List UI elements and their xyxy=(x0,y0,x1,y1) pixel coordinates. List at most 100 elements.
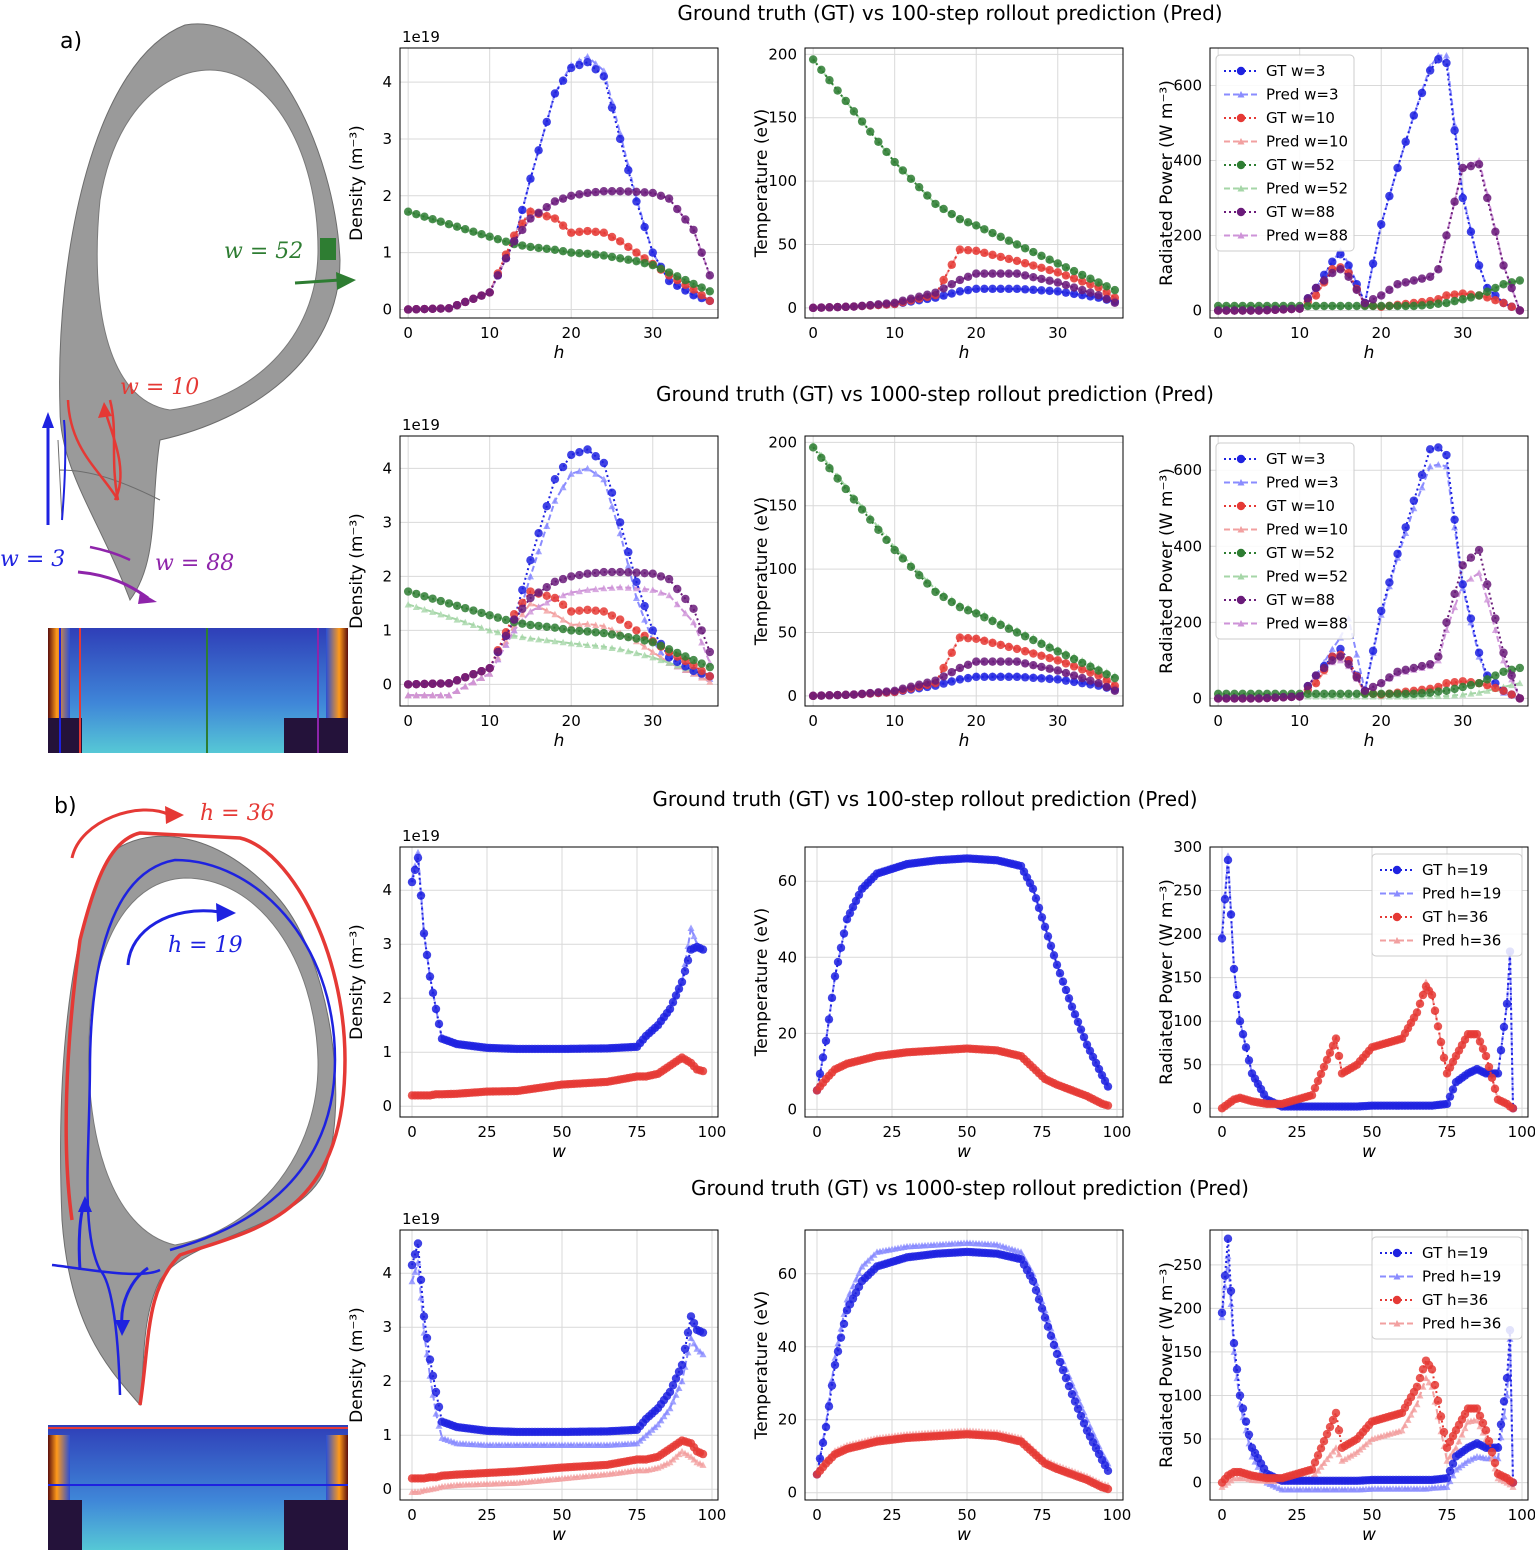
data-point xyxy=(558,600,568,609)
data-point xyxy=(1052,1349,1062,1359)
x-tick-label: 25 xyxy=(477,1123,496,1141)
data-point xyxy=(1427,1365,1437,1374)
data-point xyxy=(1334,1051,1344,1061)
data-point xyxy=(416,891,426,900)
data-point xyxy=(600,584,608,592)
data-point xyxy=(963,272,973,282)
data-point xyxy=(558,76,568,85)
data-point xyxy=(931,587,940,597)
data-point xyxy=(477,608,486,618)
data-point xyxy=(1336,250,1345,259)
data-point xyxy=(1335,1450,1343,1458)
data-point xyxy=(1037,274,1046,284)
x-tick-label: 0 xyxy=(407,1506,417,1524)
data-point xyxy=(882,687,891,696)
legend-entry: Pred w=52 xyxy=(1266,180,1348,198)
data-point xyxy=(857,505,867,514)
data-point xyxy=(852,1276,860,1283)
data-point xyxy=(1483,287,1492,296)
data-point xyxy=(681,215,690,224)
data-point xyxy=(403,207,413,216)
data-point xyxy=(1434,443,1443,452)
data-point xyxy=(1467,690,1475,697)
data-point xyxy=(955,245,965,254)
data-point xyxy=(436,217,445,226)
data-point xyxy=(649,648,657,655)
data-point xyxy=(1425,659,1435,669)
data-point xyxy=(821,1422,831,1432)
data-point xyxy=(648,260,657,270)
data-point xyxy=(699,1461,707,1468)
data-point xyxy=(526,207,535,216)
data-point xyxy=(559,638,567,646)
data-point xyxy=(1385,285,1394,295)
data-point xyxy=(1043,1322,1053,1331)
data-point xyxy=(592,585,600,593)
legend-marker xyxy=(1236,454,1246,464)
data-point xyxy=(1452,1444,1460,1451)
data-point xyxy=(428,988,438,997)
legend-marker xyxy=(1237,620,1245,627)
data-point xyxy=(412,589,421,599)
data-point xyxy=(1474,291,1484,300)
data-point xyxy=(866,127,875,136)
data-point xyxy=(1425,445,1435,454)
heatmap-a xyxy=(48,628,348,753)
data-point xyxy=(1254,694,1264,703)
legend-box xyxy=(1371,1236,1523,1340)
data-point xyxy=(980,672,989,682)
data-point xyxy=(857,117,867,126)
data-point xyxy=(575,587,583,595)
data-point xyxy=(1481,1051,1491,1061)
legend-marker xyxy=(1392,865,1402,875)
data-point xyxy=(1086,288,1095,297)
series-line xyxy=(812,58,1116,292)
x-tick-label: 30 xyxy=(643,324,662,342)
data-point xyxy=(1322,1429,1332,1439)
data-point xyxy=(890,157,899,167)
series-Pred-h=36 xyxy=(408,1447,707,1495)
data-point xyxy=(1415,1373,1425,1383)
data-point xyxy=(526,635,534,642)
y-tick-label: 100 xyxy=(1173,1012,1202,1030)
data-point xyxy=(1029,272,1038,282)
data-point xyxy=(435,1422,443,1429)
data-point xyxy=(428,1371,438,1381)
data-point xyxy=(1229,1339,1239,1348)
data-point xyxy=(493,271,503,280)
legend-entry: Pred h=36 xyxy=(1422,932,1501,950)
data-point xyxy=(849,690,859,699)
y-tick-label: 20 xyxy=(778,1411,797,1429)
y-tick-label: 50 xyxy=(1183,1056,1202,1074)
data-point xyxy=(980,248,989,258)
data-point xyxy=(906,294,916,303)
data-point xyxy=(963,285,973,295)
data-point xyxy=(939,672,948,681)
data-point xyxy=(1020,659,1030,668)
data-point xyxy=(939,284,948,293)
data-point xyxy=(1012,628,1022,637)
data-point xyxy=(1409,301,1419,311)
data-point xyxy=(1029,649,1038,658)
data-point xyxy=(1311,283,1321,293)
data-point xyxy=(1393,689,1402,699)
data-point xyxy=(855,1269,863,1277)
data-point xyxy=(1004,657,1014,666)
data-point xyxy=(963,245,973,255)
data-point xyxy=(591,187,600,197)
legend-marker xyxy=(1237,185,1245,192)
data-point xyxy=(815,1454,825,1463)
data-point xyxy=(1434,55,1443,64)
data-point xyxy=(1407,1411,1415,1418)
data-point xyxy=(469,670,478,679)
data-point xyxy=(1037,1304,1047,1313)
data-point xyxy=(705,296,715,306)
data-point xyxy=(640,188,649,197)
data-point xyxy=(821,1036,831,1046)
data-point xyxy=(591,452,600,461)
data-point xyxy=(518,610,526,618)
data-point xyxy=(698,639,706,646)
legend-entry: GT w=52 xyxy=(1266,156,1335,174)
data-point xyxy=(683,1328,693,1337)
